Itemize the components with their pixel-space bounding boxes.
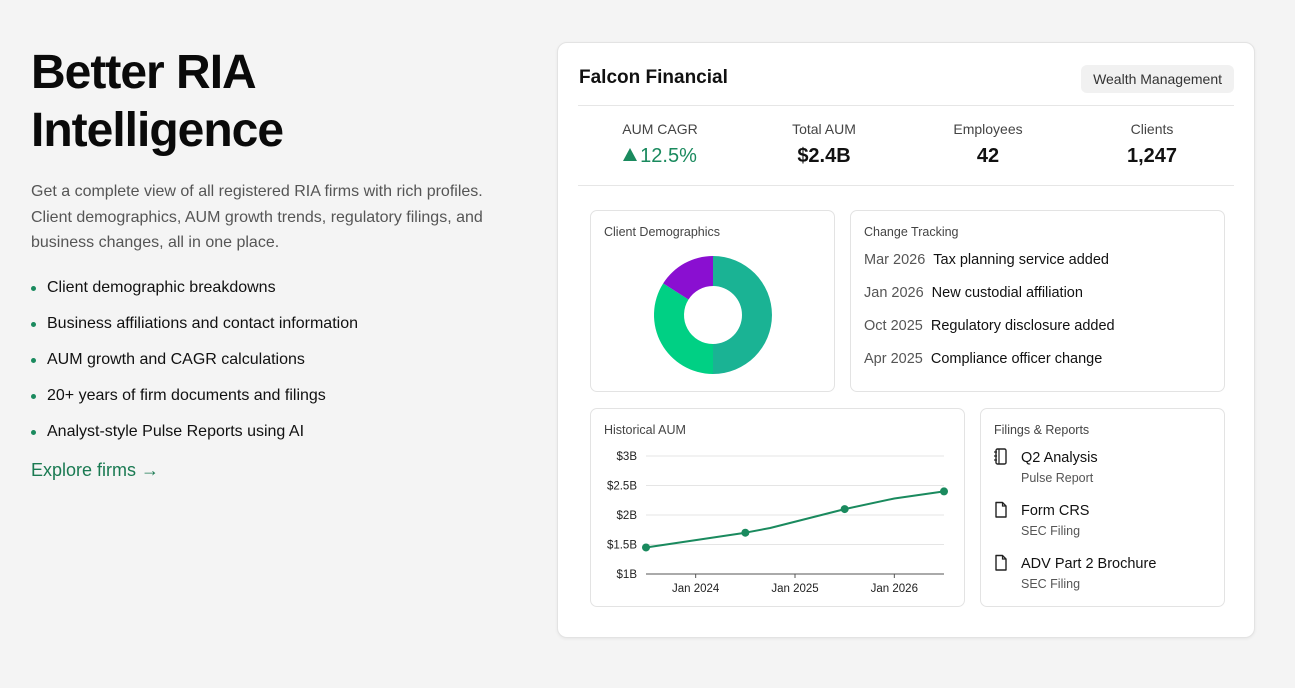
explore-firms-link[interactable]: Explore firms → bbox=[31, 459, 160, 480]
panel-title: Historical AUM bbox=[604, 423, 686, 437]
change-event: Oct 2025 Regulatory disclosure added bbox=[864, 318, 1115, 334]
panel-title: Filings & Reports bbox=[994, 423, 1090, 437]
divider bbox=[578, 185, 1234, 186]
event-date: Mar 2026 bbox=[864, 252, 926, 268]
firm-stats: AUM CAGR 12.5% Total AUM $2.4B Employees… bbox=[578, 121, 1234, 185]
stat-value: 1,247 bbox=[1126, 145, 1178, 167]
firm-category-badge: Wealth Management bbox=[1081, 65, 1234, 93]
y-tick-label: $1B bbox=[617, 569, 638, 581]
donut-slice-2 bbox=[663, 256, 713, 300]
change-event: Mar 2026 Tax planning service added bbox=[864, 252, 1109, 268]
stat-value: 12.5% bbox=[578, 145, 742, 168]
historical-aum-panel: Historical AUM $3B $2.5B $2B $1.5B $1B Jan 20… bbox=[590, 408, 965, 607]
feature-item: Analyst-style Pulse Reports using AI bbox=[31, 422, 511, 442]
y-tick-label: $3B bbox=[617, 451, 638, 463]
stat-label: AUM CAGR bbox=[622, 121, 698, 137]
trend-up-icon bbox=[623, 148, 638, 161]
historical-aum-line-chart: $3B $2.5B $2B $1.5B $1B Jan 2024 Jan 2025 Jan 2… bbox=[607, 451, 948, 595]
stat-clients: Clients 1,247 bbox=[1070, 121, 1234, 185]
stat-value: $2.4B bbox=[797, 145, 851, 167]
event-text: Regulatory disclosure added bbox=[930, 318, 1115, 334]
panel-title: Client Demographics bbox=[604, 225, 721, 239]
feature-list: Client demographic breakdowns Business a… bbox=[31, 278, 511, 442]
event-date: Jan 2026 bbox=[864, 285, 924, 301]
donut-slice-1 bbox=[654, 283, 713, 374]
hero-section: Better RIA Intelligence Get a complete v… bbox=[31, 44, 511, 481]
change-event: Jan 2026 New custodial affiliation bbox=[864, 285, 1083, 301]
x-tick-label: Jan 2025 bbox=[771, 583, 818, 595]
divider bbox=[578, 105, 1234, 106]
firm-profile-card: Falcon Financial Wealth Management AUM C… bbox=[557, 42, 1255, 638]
filings-reports-panel: Filings & Reports Q2 Analysis Pulse Repo… bbox=[980, 408, 1225, 607]
hero-title-line1: Better RIA bbox=[31, 46, 257, 99]
stat-employees: Employees 42 bbox=[906, 121, 1070, 185]
filing-type: Pulse Report bbox=[1021, 471, 1094, 485]
feature-item: Business affiliations and contact inform… bbox=[31, 314, 511, 334]
client-demographics-panel: Client Demographics bbox=[590, 210, 835, 392]
event-text: New custodial affiliation bbox=[931, 285, 1083, 301]
filing-name: ADV Part 2 Brochure bbox=[1021, 556, 1157, 572]
stat-label: Clients bbox=[1130, 121, 1174, 137]
stat-label: Total AUM bbox=[792, 121, 856, 137]
notebook-icon bbox=[994, 448, 1007, 465]
stat-value-text: 12.5% bbox=[640, 145, 697, 167]
document-icon bbox=[995, 501, 1007, 518]
aum-data-point bbox=[642, 543, 650, 552]
stat-label: Employees bbox=[953, 121, 1023, 137]
aum-data-point bbox=[940, 487, 948, 496]
stat-value: 42 bbox=[976, 145, 1000, 167]
document-icon bbox=[995, 554, 1007, 571]
stat-total-aum: Total AUM $2.4B bbox=[742, 121, 906, 185]
change-tracking-panel: Change Tracking Mar 2026 Tax planning ser… bbox=[850, 210, 1225, 392]
hero-title: Better RIA Intelligence bbox=[31, 44, 511, 160]
y-tick-label: $2B bbox=[617, 510, 638, 522]
stat-aum-cagr: AUM CAGR 12.5% bbox=[578, 121, 742, 185]
event-date: Apr 2025 bbox=[864, 351, 923, 367]
event-text: Compliance officer change bbox=[930, 351, 1103, 367]
x-tick-label: Jan 2024 bbox=[672, 583, 720, 595]
feature-item: 20+ years of firm documents and filings bbox=[31, 386, 511, 406]
panel-title: Change Tracking bbox=[864, 225, 959, 239]
filing-name: Form CRS bbox=[1021, 503, 1090, 519]
feature-item: Client demographic breakdowns bbox=[31, 278, 511, 298]
event-text: Tax planning service added bbox=[933, 252, 1109, 268]
aum-data-point bbox=[741, 528, 750, 537]
donut-slice-0 bbox=[713, 256, 772, 374]
hero-title-line2: Intelligence bbox=[31, 104, 284, 157]
change-event: Apr 2025 Compliance officer change bbox=[864, 351, 1102, 367]
filing-type: SEC Filing bbox=[1021, 577, 1081, 591]
aum-data-point bbox=[840, 505, 849, 514]
feature-item: AUM growth and CAGR calculations bbox=[31, 350, 511, 370]
client-demographics-donut-chart bbox=[654, 256, 772, 374]
aum-series-line bbox=[645, 490, 945, 549]
event-date: Oct 2025 bbox=[864, 318, 923, 334]
hero-description: Get a complete view of all registered RI… bbox=[31, 183, 483, 251]
y-tick-label: $1.5B bbox=[607, 540, 637, 552]
filing-name: Q2 Analysis bbox=[1021, 450, 1098, 466]
filing-type: SEC Filing bbox=[1021, 524, 1081, 538]
x-tick-label: Jan 2026 bbox=[871, 583, 918, 595]
firm-name: Falcon Financial bbox=[579, 67, 728, 88]
y-tick-label: $2.5B bbox=[607, 481, 637, 493]
